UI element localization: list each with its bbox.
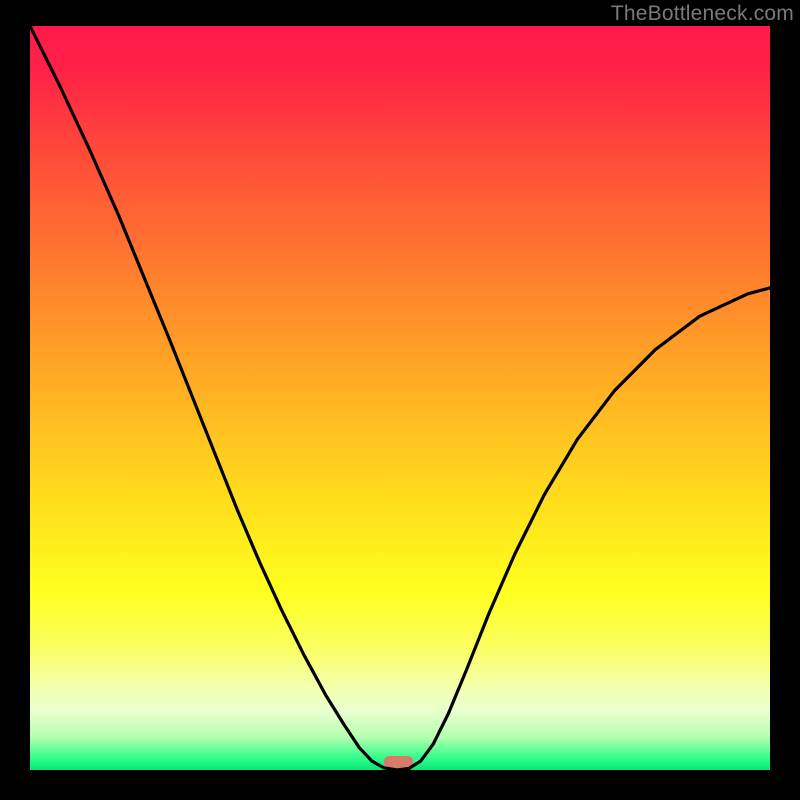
optimal-marker (384, 756, 414, 768)
gradient-background (30, 26, 770, 770)
chart-frame: TheBottleneck.com (0, 0, 800, 800)
bottleneck-curve-chart (0, 0, 800, 800)
